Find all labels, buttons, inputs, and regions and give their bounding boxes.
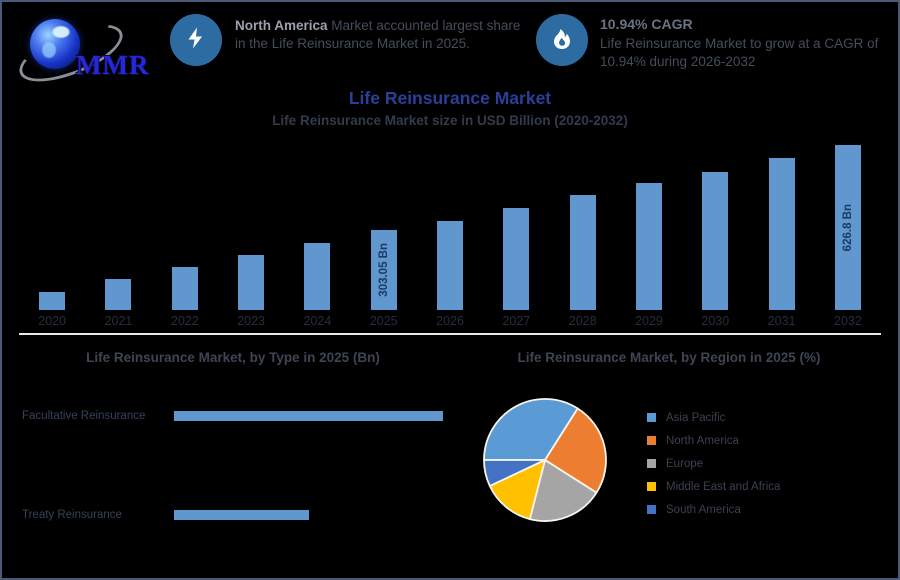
cagr-body: Life Reinsurance Market to grow at a CAG… bbox=[600, 36, 879, 70]
logo-text: MMR bbox=[76, 50, 150, 80]
bar-column-2032: 626.8 Bn bbox=[815, 140, 881, 310]
bar-2027 bbox=[503, 207, 530, 310]
bar-2023 bbox=[238, 255, 265, 310]
x-tick-2031: 2031 bbox=[767, 314, 796, 328]
bar-column-2024 bbox=[284, 140, 350, 310]
legend-label: Middle East and Africa bbox=[666, 480, 781, 493]
bar-column-2028 bbox=[550, 140, 616, 310]
legend-label: South America bbox=[666, 503, 741, 516]
type-chart-title: Life Reinsurance Market, by Type in 2025… bbox=[86, 350, 380, 365]
pie-slice-middle-east-and-africa bbox=[488, 459, 546, 520]
x-tick-2022: 2022 bbox=[170, 314, 199, 328]
bar-column-2020 bbox=[19, 140, 85, 310]
bar-2020 bbox=[39, 292, 66, 310]
annual-chart-title: Life Reinsurance Market size in USD Bill… bbox=[272, 113, 628, 128]
legend-swatch-icon bbox=[647, 436, 656, 445]
bar-column-2026 bbox=[417, 140, 483, 310]
legend-item: North America bbox=[647, 429, 780, 452]
bar-2031 bbox=[768, 157, 795, 310]
bar-2025: 303.05 Bn bbox=[370, 230, 397, 310]
legend-swatch-icon bbox=[647, 482, 656, 491]
axis-line bbox=[19, 333, 881, 335]
bar-column-2022 bbox=[152, 140, 218, 310]
bar-column-2025: 303.05 Bn bbox=[351, 140, 417, 310]
pie-slice-europe bbox=[528, 459, 598, 522]
bar-2029 bbox=[635, 182, 662, 310]
cagr-callout: 10.94% CAGR Life Reinsurance Market to g… bbox=[600, 15, 900, 71]
legend-item: South America bbox=[647, 498, 780, 521]
callout-highlight: North America bbox=[235, 18, 328, 33]
annual-bar-chart: 303.05 Bn 626.8 Bn 2020 2021 2022 2023 2024 20… bbox=[19, 140, 881, 332]
page-title: Life Reinsurance Market bbox=[348, 88, 552, 108]
lightning-icon bbox=[184, 26, 208, 55]
pie-slice-south-america bbox=[483, 459, 546, 487]
legend-swatch-icon bbox=[647, 505, 656, 514]
type-bar bbox=[174, 510, 309, 520]
bar-column-2031 bbox=[748, 140, 814, 310]
bar-column-2021 bbox=[85, 140, 151, 310]
x-tick-2023: 2023 bbox=[237, 314, 265, 328]
bar-2022 bbox=[171, 267, 198, 310]
x-tick-2020: 2020 bbox=[38, 314, 67, 328]
annual-x-axis: 2020 2021 2022 2023 2024 2025 2026 2027 2028 2029… bbox=[19, 310, 881, 332]
x-tick-2027: 2027 bbox=[502, 314, 531, 328]
x-tick-2021: 2021 bbox=[104, 314, 133, 328]
legend-swatch-icon bbox=[647, 459, 656, 468]
bar-2032: 626.8 Bn bbox=[834, 145, 861, 310]
type-category-label: Treaty Reinsurance bbox=[22, 509, 122, 521]
legend-item: Asia Pacific bbox=[647, 406, 780, 429]
region-legend: Asia Pacific North America Europe Middle Ea… bbox=[647, 406, 780, 521]
bar-column-2027 bbox=[483, 140, 549, 310]
type-bar bbox=[174, 411, 443, 421]
bar-2026 bbox=[437, 220, 464, 310]
highlight-badge-circle bbox=[170, 14, 222, 66]
pie-slice-north-america bbox=[544, 407, 607, 494]
bar-column-2029 bbox=[616, 140, 682, 310]
legend-label: North America bbox=[666, 434, 739, 447]
legend-item: Europe bbox=[647, 452, 780, 475]
type-category-label: Facultative Reinsurance bbox=[22, 410, 146, 422]
x-tick-2030: 2030 bbox=[701, 314, 730, 328]
bar-2021 bbox=[105, 278, 132, 310]
x-tick-2032: 2032 bbox=[834, 314, 862, 328]
region-chart-title: Life Reinsurance Market, by Region in 20… bbox=[517, 350, 821, 365]
cagr-badge-circle bbox=[536, 14, 588, 66]
x-tick-2025: 2025 bbox=[369, 314, 398, 328]
bar-value-label: 303.05 Bn bbox=[377, 243, 390, 297]
legend-label: Europe bbox=[666, 457, 704, 470]
legend-item: Middle East and Africa bbox=[647, 475, 780, 498]
cagr-value: 10.94% CAGR bbox=[600, 16, 693, 32]
legend-swatch-icon bbox=[647, 413, 656, 422]
flame-icon bbox=[550, 26, 574, 55]
x-tick-2029: 2029 bbox=[635, 314, 663, 328]
annual-bars: 303.05 Bn 626.8 Bn bbox=[19, 140, 881, 310]
bar-2024 bbox=[304, 243, 331, 310]
bar-column-2030 bbox=[682, 140, 748, 310]
region-pie-chart bbox=[483, 398, 607, 522]
x-tick-2026: 2026 bbox=[436, 314, 464, 328]
bar-value-label: 626.8 Bn bbox=[841, 203, 854, 252]
globe-icon bbox=[30, 19, 80, 69]
x-tick-2028: 2028 bbox=[568, 314, 597, 328]
bar-column-2023 bbox=[218, 140, 284, 310]
callout-body: Market accounted largest share in the Li… bbox=[235, 18, 521, 51]
mmr-logo: MMR bbox=[12, 10, 156, 94]
legend-label: Asia Pacific bbox=[666, 411, 726, 424]
north-america-callout: North America Market accounted largest s… bbox=[235, 17, 531, 53]
x-tick-2024: 2024 bbox=[303, 314, 332, 328]
bar-2030 bbox=[702, 172, 729, 310]
bar-2028 bbox=[569, 195, 596, 310]
